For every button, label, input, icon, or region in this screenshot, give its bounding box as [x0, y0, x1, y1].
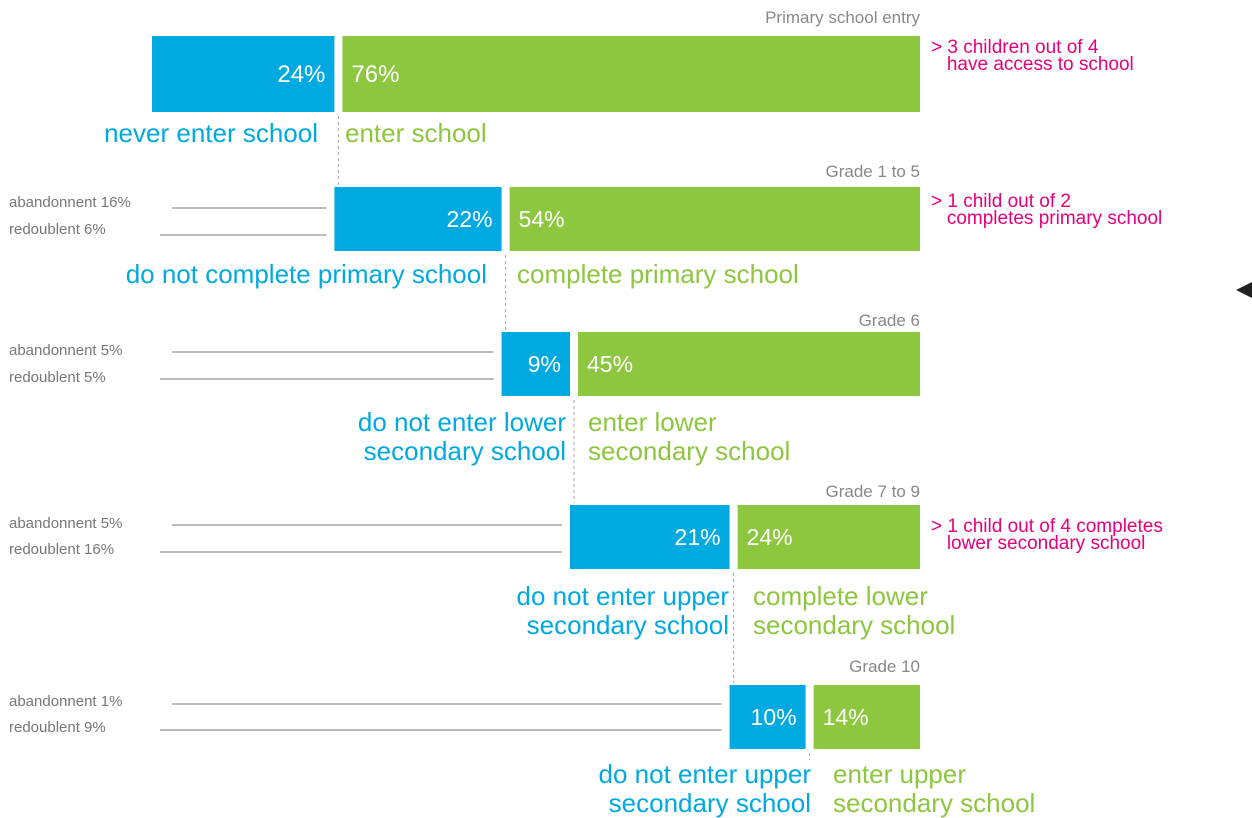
outcome-label-negative: do not enter lower secondary school — [357, 407, 566, 466]
value-label-positive: 14% — [823, 704, 869, 730]
outcome-label-positive: complete lower secondary school — [753, 581, 956, 640]
callout-access: > 3 children out of 4 have access to sch… — [931, 37, 1134, 75]
bar-negative — [334, 187, 502, 251]
outcome-label-positive: enter upper secondary school — [833, 759, 1036, 818]
outcome-label-negative: do not enter upper secondary school — [516, 581, 730, 640]
outcome-label-negative: never enter school — [104, 118, 318, 148]
value-label-positive: 54% — [519, 206, 565, 232]
bar-positive — [737, 505, 920, 569]
callout-primary: > 1 child out of 2 completes primary sch… — [931, 191, 1163, 229]
leak-label-dropout: abandonnent 5% — [9, 515, 123, 532]
outcome-label-positive: enter school — [345, 118, 487, 148]
stage-title: Grade 7 to 9 — [825, 482, 920, 501]
stage-title: Grade 1 to 5 — [825, 162, 920, 181]
bar-negative — [729, 685, 806, 749]
outcome-label-positive: enter lower secondary school — [588, 407, 791, 466]
bar-positive — [342, 36, 920, 112]
bar-positive — [578, 332, 920, 396]
value-label-positive: 24% — [747, 524, 793, 550]
value-label-negative: 24% — [277, 61, 325, 88]
leak-label-repeat: redoublent 6% — [9, 221, 106, 238]
bar-negative — [501, 332, 570, 396]
outcome-label-positive: complete primary school — [517, 259, 799, 289]
leak-label-dropout: abandonnent 16% — [9, 194, 131, 211]
value-label-negative: 21% — [675, 524, 721, 550]
stage-title: Grade 10 — [849, 657, 920, 676]
leak-label-repeat: redoublent 16% — [9, 541, 115, 558]
bar-negative — [570, 505, 730, 569]
value-label-negative: 9% — [528, 351, 561, 377]
stage-title: Primary school entry — [765, 8, 920, 27]
stage-title: Grade 6 — [858, 311, 920, 330]
bar-positive — [813, 685, 920, 749]
outcome-label-negative: do not complete primary school — [125, 259, 487, 289]
value-label-positive: 45% — [587, 351, 633, 377]
arrowhead-icon — [1236, 282, 1252, 298]
leak-label-repeat: redoublent 9% — [9, 719, 106, 736]
outcome-label-negative: do not enter upper secondary school — [598, 759, 812, 818]
value-label-negative: 22% — [447, 206, 493, 232]
callout-lower-secondary: > 1 child out of 4 completes lower secon… — [931, 516, 1163, 554]
value-label-negative: 10% — [751, 704, 797, 730]
bar-negative — [152, 36, 335, 112]
leak-label-dropout: abandonnent 1% — [9, 693, 123, 710]
bar-positive — [509, 187, 920, 251]
value-label-positive: 76% — [351, 61, 399, 88]
leak-label-repeat: redoublent 5% — [9, 369, 106, 386]
leak-label-dropout: abandonnent 5% — [9, 342, 123, 359]
